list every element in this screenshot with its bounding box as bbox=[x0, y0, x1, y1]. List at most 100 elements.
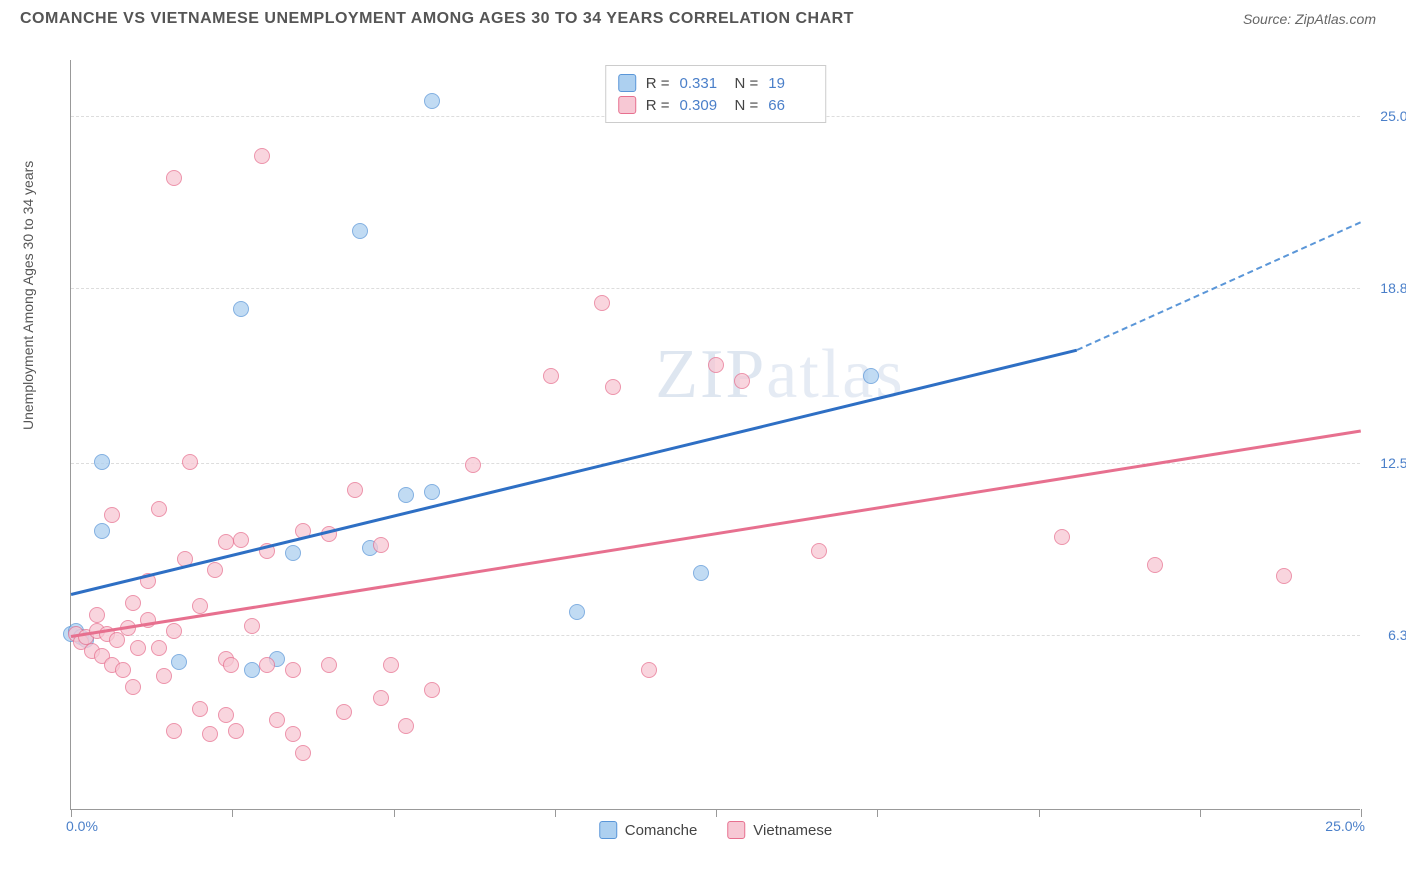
data-point bbox=[244, 662, 260, 678]
chart-title: COMANCHE VS VIETNAMESE UNEMPLOYMENT AMON… bbox=[20, 10, 854, 28]
data-point bbox=[207, 562, 223, 578]
data-point bbox=[543, 368, 559, 384]
data-point bbox=[336, 704, 352, 720]
data-point bbox=[94, 523, 110, 539]
data-point bbox=[373, 690, 389, 706]
data-point bbox=[285, 545, 301, 561]
data-point bbox=[321, 657, 337, 673]
data-point bbox=[94, 454, 110, 470]
data-point bbox=[104, 507, 120, 523]
data-point bbox=[254, 148, 270, 164]
data-point bbox=[202, 726, 218, 742]
data-point bbox=[166, 723, 182, 739]
data-point bbox=[863, 368, 879, 384]
data-point bbox=[352, 223, 368, 239]
data-point bbox=[347, 482, 363, 498]
data-point bbox=[1276, 568, 1292, 584]
chart-container: Unemployment Among Ages 30 to 34 years Z… bbox=[50, 50, 1380, 835]
data-point bbox=[708, 357, 724, 373]
x-tick bbox=[555, 809, 556, 817]
y-tick-label: 18.8% bbox=[1365, 280, 1406, 296]
data-point bbox=[398, 487, 414, 503]
legend-row-comanche: R = 0.331 N = 19 bbox=[618, 72, 814, 94]
y-axis-label: Unemployment Among Ages 30 to 34 years bbox=[20, 161, 36, 430]
data-point bbox=[166, 170, 182, 186]
swatch-vietnamese bbox=[727, 821, 745, 839]
data-point bbox=[228, 723, 244, 739]
n-value-comanche: 19 bbox=[768, 75, 813, 92]
legend-stats: R = 0.331 N = 19 R = 0.309 N = 66 bbox=[605, 65, 827, 123]
data-point bbox=[641, 662, 657, 678]
data-point bbox=[811, 543, 827, 559]
data-point bbox=[693, 565, 709, 581]
series-name-comanche: Comanche bbox=[625, 822, 698, 839]
swatch-comanche bbox=[599, 821, 617, 839]
data-point bbox=[424, 682, 440, 698]
n-label: N = bbox=[735, 97, 759, 114]
r-label: R = bbox=[646, 75, 670, 92]
x-tick bbox=[877, 809, 878, 817]
x-tick bbox=[1039, 809, 1040, 817]
data-point bbox=[125, 679, 141, 695]
data-point bbox=[295, 745, 311, 761]
trend-line bbox=[71, 349, 1078, 596]
data-point bbox=[569, 604, 585, 620]
data-point bbox=[269, 712, 285, 728]
data-point bbox=[192, 598, 208, 614]
data-point bbox=[171, 654, 187, 670]
x-tick bbox=[1361, 809, 1362, 817]
x-tick bbox=[394, 809, 395, 817]
data-point bbox=[1147, 557, 1163, 573]
data-point bbox=[424, 484, 440, 500]
x-tick bbox=[232, 809, 233, 817]
swatch-vietnamese bbox=[618, 96, 636, 114]
x-tick bbox=[71, 809, 72, 817]
data-point bbox=[151, 640, 167, 656]
n-label: N = bbox=[735, 75, 759, 92]
data-point bbox=[125, 595, 141, 611]
y-tick-label: 6.3% bbox=[1365, 627, 1406, 643]
data-point bbox=[233, 532, 249, 548]
x-axis-max-label: 25.0% bbox=[1325, 818, 1365, 834]
data-point bbox=[218, 707, 234, 723]
x-tick bbox=[716, 809, 717, 817]
data-point bbox=[465, 457, 481, 473]
data-point bbox=[151, 501, 167, 517]
data-point bbox=[192, 701, 208, 717]
data-point bbox=[223, 657, 239, 673]
data-point bbox=[285, 662, 301, 678]
data-point bbox=[244, 618, 260, 634]
data-point bbox=[233, 301, 249, 317]
data-point bbox=[130, 640, 146, 656]
r-label: R = bbox=[646, 97, 670, 114]
trend-line bbox=[71, 429, 1361, 637]
source-attribution: Source: ZipAtlas.com bbox=[1243, 11, 1376, 27]
legend-item-comanche: Comanche bbox=[599, 821, 698, 839]
r-value-comanche: 0.331 bbox=[680, 75, 725, 92]
data-point bbox=[285, 726, 301, 742]
n-value-vietnamese: 66 bbox=[768, 97, 813, 114]
data-point bbox=[424, 93, 440, 109]
data-point bbox=[166, 623, 182, 639]
legend-item-vietnamese: Vietnamese bbox=[727, 821, 832, 839]
y-tick-label: 12.5% bbox=[1365, 455, 1406, 471]
data-point bbox=[398, 718, 414, 734]
swatch-comanche bbox=[618, 74, 636, 92]
plot-area: ZIPatlas R = 0.331 N = 19 R = 0.309 N = … bbox=[70, 60, 1360, 810]
legend-series: Comanche Vietnamese bbox=[599, 821, 833, 839]
data-point bbox=[383, 657, 399, 673]
x-axis-min-label: 0.0% bbox=[66, 818, 98, 834]
gridline bbox=[71, 288, 1360, 289]
x-tick bbox=[1200, 809, 1201, 817]
data-point bbox=[259, 657, 275, 673]
data-point bbox=[115, 662, 131, 678]
y-tick-label: 25.0% bbox=[1365, 108, 1406, 124]
data-point bbox=[1054, 529, 1070, 545]
series-name-vietnamese: Vietnamese bbox=[753, 822, 832, 839]
data-point bbox=[734, 373, 750, 389]
trend-line-extrapolated bbox=[1077, 221, 1362, 351]
data-point bbox=[182, 454, 198, 470]
legend-row-vietnamese: R = 0.309 N = 66 bbox=[618, 94, 814, 116]
data-point bbox=[89, 607, 105, 623]
r-value-vietnamese: 0.309 bbox=[680, 97, 725, 114]
